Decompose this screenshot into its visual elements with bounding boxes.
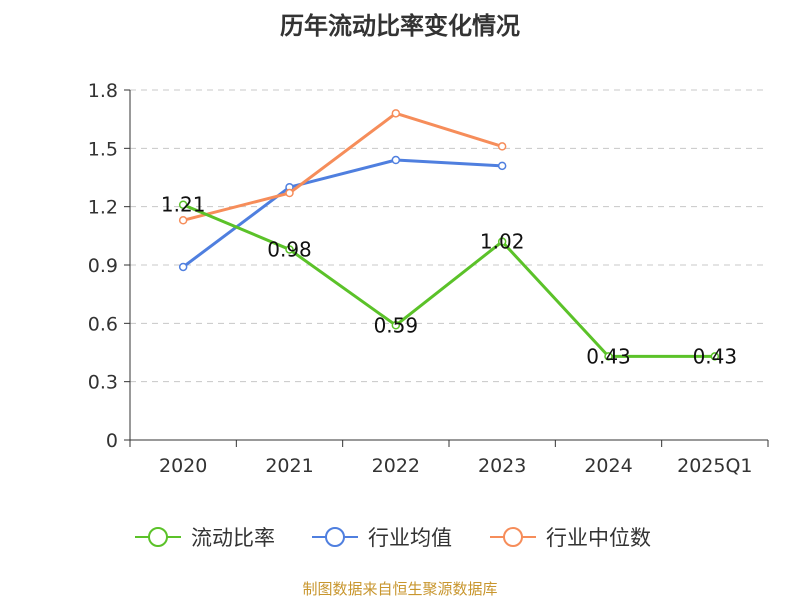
source-note: 制图数据来自恒生聚源数据库 xyxy=(302,580,498,598)
data-point xyxy=(285,188,294,198)
data-point xyxy=(710,352,720,361)
x-tick-label: 2022 xyxy=(372,455,420,477)
legend-marker xyxy=(148,527,168,547)
series-line xyxy=(182,203,715,358)
legend: 流动比率 行业均值 行业中位数 xyxy=(135,526,651,550)
data-labels: 1.21 0.98 0.59 1.02 0.43 0.43 xyxy=(161,193,737,369)
series-line xyxy=(182,111,503,222)
legend-label: 流动比率 xyxy=(191,526,275,550)
data-label: 0.43 xyxy=(693,344,738,368)
grid-lines xyxy=(130,89,768,383)
data-point xyxy=(391,321,401,330)
data-point xyxy=(604,352,613,361)
data-point xyxy=(285,245,294,254)
x-tick-label: 2024 xyxy=(584,455,632,477)
legend-marker xyxy=(503,527,523,547)
y-tick-label: 1.8 xyxy=(88,80,118,102)
y-tick-label: 1.5 xyxy=(88,138,118,160)
legend-label: 行业均值 xyxy=(368,526,452,550)
y-tick-label: 0.6 xyxy=(88,313,118,335)
x-tick-label: 2025Q1 xyxy=(677,455,752,477)
y-tick-label: 0 xyxy=(106,430,118,452)
x-tick-label: 2021 xyxy=(265,455,313,477)
series-line xyxy=(182,158,503,269)
axes: 0 0.3 0.6 0.9 1.2 1.5 1.8 2020 2021 2022 2023 2024 2… xyxy=(88,80,769,477)
legend-marker xyxy=(325,527,345,547)
data-label: 0.43 xyxy=(586,344,631,368)
chart-title: 历年流动比率变化情况 xyxy=(280,12,520,40)
legend-label: 行业中位数 xyxy=(546,526,651,550)
data-label: 0.98 xyxy=(267,237,312,261)
data-label: 1.21 xyxy=(161,193,206,217)
y-tick-label: 0.9 xyxy=(88,255,118,277)
data-point xyxy=(497,142,507,151)
y-tick-label: 0.3 xyxy=(88,372,118,394)
data-point xyxy=(391,155,401,165)
data-point xyxy=(178,200,188,209)
data-label: 1.02 xyxy=(480,230,525,254)
x-tick-label: 2023 xyxy=(478,455,526,477)
x-tick-label: 2020 xyxy=(159,455,207,477)
data-point xyxy=(391,109,401,118)
series-lines xyxy=(178,109,720,361)
data-point xyxy=(497,161,507,171)
y-tick-label: 1.2 xyxy=(88,197,118,219)
data-point xyxy=(178,216,188,225)
data-point xyxy=(178,262,188,272)
data-label: 0.59 xyxy=(374,313,419,337)
data-point xyxy=(497,237,507,246)
